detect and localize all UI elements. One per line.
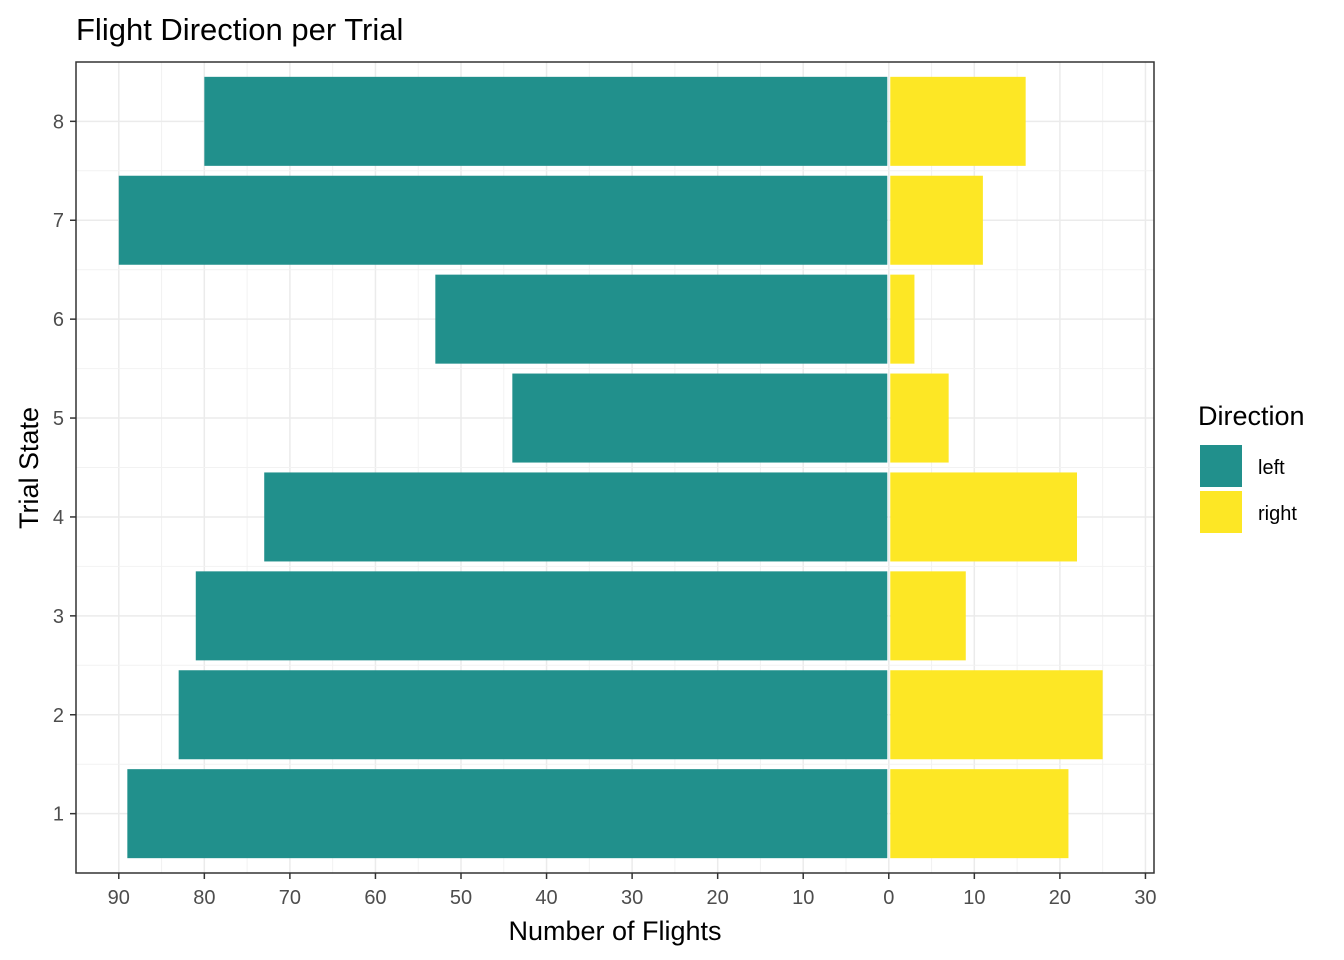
y-tick-label: 6 bbox=[53, 309, 64, 331]
x-tick-label: 10 bbox=[792, 887, 814, 909]
bar-left-trial-6 bbox=[435, 274, 888, 364]
bar-right-trial-4 bbox=[890, 472, 1077, 562]
y-tick-label: 3 bbox=[53, 606, 64, 628]
legend-swatch-left bbox=[1200, 445, 1242, 487]
y-tick-label: 8 bbox=[53, 111, 64, 133]
bars bbox=[118, 76, 1103, 859]
bar-right-trial-2 bbox=[890, 670, 1103, 760]
bar-right-trial-7 bbox=[890, 175, 983, 265]
x-tick-label: 50 bbox=[450, 887, 472, 909]
plot-panel-border bbox=[75, 61, 1155, 874]
x-tick-label: 40 bbox=[535, 887, 557, 909]
bar-left-trial-7 bbox=[118, 175, 888, 265]
bar-left-trial-3 bbox=[195, 571, 888, 661]
legend: Direction left right bbox=[1198, 401, 1305, 533]
legend-swatch-right bbox=[1200, 491, 1242, 533]
y-tick-label: 4 bbox=[53, 507, 64, 529]
x-tick-label: 20 bbox=[1049, 887, 1071, 909]
y-tick-label: 7 bbox=[53, 210, 64, 232]
bar-left-trial-4 bbox=[264, 472, 888, 562]
x-tick-label: 30 bbox=[1134, 887, 1156, 909]
bar-left-trial-8 bbox=[204, 76, 888, 166]
x-tick-label: 90 bbox=[108, 887, 130, 909]
x-axis: 90 80 70 60 50 40 30 20 10 0 10 20 30 bbox=[108, 873, 1157, 909]
x-tick-label: 60 bbox=[364, 887, 386, 909]
y-tick-label: 1 bbox=[53, 804, 64, 826]
x-tick-label: 70 bbox=[279, 887, 301, 909]
legend-title: Direction bbox=[1198, 401, 1305, 431]
legend-label-right: right bbox=[1258, 503, 1297, 525]
legend-label-left: left bbox=[1258, 457, 1285, 479]
y-axis: 1 2 3 4 5 6 7 8 bbox=[53, 111, 76, 826]
chart-title: Flight Direction per Trial bbox=[76, 12, 403, 47]
bar-right-trial-3 bbox=[890, 571, 966, 661]
bar-right-trial-6 bbox=[890, 274, 915, 364]
bar-right-trial-8 bbox=[890, 76, 1026, 166]
bar-left-trial-5 bbox=[512, 373, 888, 463]
bar-left-trial-1 bbox=[127, 769, 888, 859]
bar-left-trial-2 bbox=[178, 670, 888, 760]
bar-right-trial-1 bbox=[890, 769, 1069, 859]
bar-right-trial-5 bbox=[890, 373, 949, 463]
x-tick-label: 20 bbox=[707, 887, 729, 909]
x-tick-label: 0 bbox=[883, 887, 894, 909]
x-tick-label: 10 bbox=[963, 887, 985, 909]
y-tick-label: 2 bbox=[53, 705, 64, 727]
x-axis-title: Number of Flights bbox=[508, 916, 721, 946]
y-tick-label: 5 bbox=[53, 408, 64, 430]
x-tick-label: 30 bbox=[621, 887, 643, 909]
x-tick-label: 80 bbox=[193, 887, 215, 909]
y-axis-title: Trial State bbox=[14, 407, 44, 529]
